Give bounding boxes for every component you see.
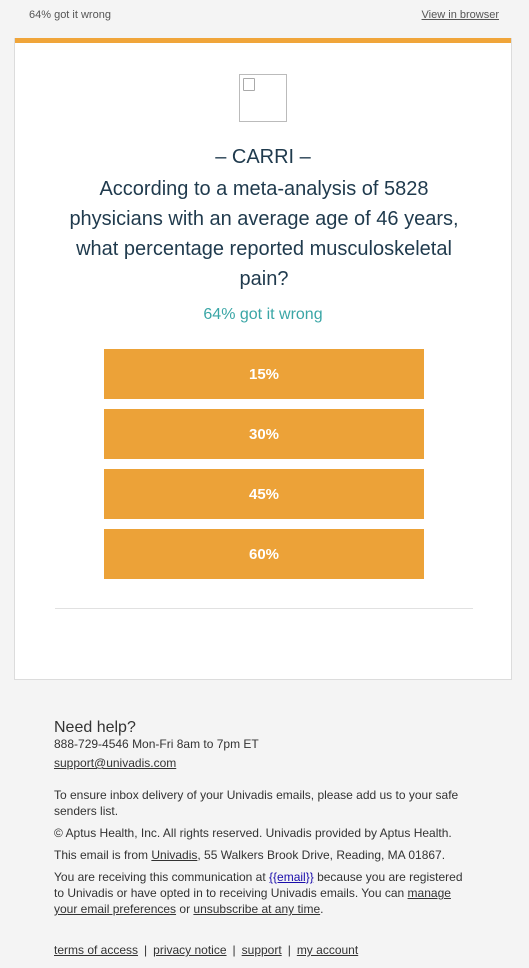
quiz-kicker: – CARRI – — [215, 146, 311, 168]
subscription-notice: You are receiving this communication at … — [54, 870, 463, 916]
card-divider — [55, 608, 473, 609]
help-title: Need help? — [54, 719, 136, 736]
broken-image-icon — [239, 74, 287, 122]
sender-address: This email is from Univadis, 55 Walkers … — [54, 848, 446, 862]
card-accent-bar — [15, 38, 511, 43]
answer-button-45[interactable]: 45% — [104, 469, 424, 519]
answer-button-15[interactable]: 15% — [104, 349, 424, 399]
support-link[interactable]: support — [241, 943, 282, 957]
univadis-link[interactable]: Univadis — [151, 848, 198, 862]
my-account-link[interactable]: my account — [296, 943, 359, 957]
answer-button-30[interactable]: 30% — [104, 409, 424, 459]
privacy-notice-link[interactable]: privacy notice — [153, 943, 227, 957]
email-top-bar: 64% got it wrong View in browser — [0, 0, 529, 38]
email-footer: Need help? 888-729-4546 Mon-Fri 8am to 7… — [54, 720, 474, 917]
terms-of-access-link[interactable]: terms of access — [54, 943, 139, 957]
wrong-percentage-stat: 64% got it wrong — [203, 306, 323, 323]
quiz-card: – CARRI – According to a meta-analysis o… — [14, 38, 512, 680]
safe-senders-text: To ensure inbox delivery of your Univadi… — [54, 788, 459, 818]
quiz-question: According to a meta-analysis of 5828 phy… — [69, 178, 459, 290]
answer-button-60[interactable]: 60% — [104, 529, 424, 579]
copyright-text: © Aptus Health, Inc. All rights reserved… — [54, 826, 452, 840]
support-phone-hours: 888-729-4546 Mon-Fri 8am to 7pm ET — [54, 737, 259, 751]
view-in-browser-link[interactable]: View in browser — [421, 9, 499, 21]
support-email-link[interactable]: support@univadis.com — [54, 756, 177, 770]
preheader-text: 64% got it wrong — [29, 9, 111, 21]
manage-preferences-link[interactable]: manage your email preferences — [54, 886, 451, 916]
email-merge-token: {{email}} — [269, 870, 314, 884]
unsubscribe-link[interactable]: unsubscribe at any time — [193, 902, 321, 916]
footer-links: terms of access | privacy notice | support | m… — [54, 943, 359, 957]
